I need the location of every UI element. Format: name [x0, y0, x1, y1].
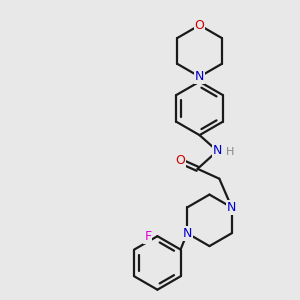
- Text: N: N: [195, 70, 204, 83]
- Text: F: F: [144, 230, 152, 243]
- Text: H: H: [226, 147, 235, 157]
- Text: N: N: [227, 201, 236, 214]
- Text: N: N: [182, 227, 192, 240]
- Text: N: N: [213, 145, 222, 158]
- Text: O: O: [195, 19, 205, 32]
- Text: O: O: [175, 154, 185, 167]
